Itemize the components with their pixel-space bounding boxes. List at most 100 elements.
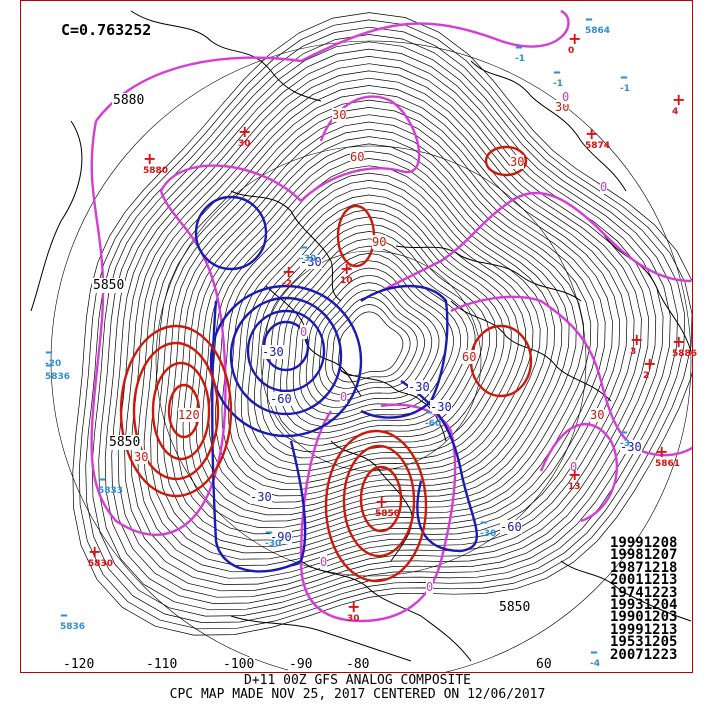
- anomaly-contour-label: -30: [250, 490, 272, 504]
- height-contour-line: [202, 158, 555, 509]
- station-sign: –: [60, 605, 68, 624]
- neg-anomaly-canada-3: [246, 309, 326, 393]
- station-marker: +5830: [88, 544, 113, 570]
- station-marker: – -30: [480, 514, 496, 540]
- station-sign: –: [45, 342, 53, 361]
- anomaly-contour-label: 0: [320, 555, 328, 569]
- anomaly-contour-label: -90: [270, 530, 292, 544]
- station-value: -30: [300, 254, 317, 264]
- height-contour-label: 5880: [112, 93, 146, 108]
- pos-anomaly-pacific-3: [151, 361, 211, 461]
- station-sign: –: [515, 37, 523, 56]
- station-value: 4: [672, 107, 679, 117]
- anomaly-contour-label: 30: [510, 155, 525, 169]
- station-sign: –: [300, 237, 308, 256]
- anomaly-contour-label: 120: [178, 408, 200, 422]
- station-value: 30: [238, 139, 251, 149]
- zero-line-atlantic: [539, 423, 619, 523]
- height-contour-line: [208, 165, 548, 503]
- longitude-label: 60: [535, 657, 553, 672]
- station-value: -20: [45, 359, 62, 369]
- height-contour-line: [215, 172, 541, 497]
- anomaly-contour-label: -30: [430, 400, 452, 414]
- map-footer: D+11 00Z GFS ANALOG COMPOSITE CPC MAP MA…: [0, 674, 715, 702]
- station-marker: +30: [238, 122, 252, 150]
- station-sign: –: [265, 522, 273, 541]
- station-value: 2: [643, 371, 650, 381]
- zero-line-outer: [95, 9, 570, 122]
- station-value: 10: [340, 276, 353, 286]
- station-sign: +: [238, 122, 252, 141]
- anomaly-contour-label: 60: [462, 350, 477, 364]
- station-marker: +3: [630, 332, 643, 358]
- station-sign: +: [672, 332, 686, 351]
- station-sign: +: [672, 90, 686, 109]
- height-contour-line: [111, 56, 657, 598]
- anomaly-contour-label: -30: [300, 255, 322, 269]
- footer-title: D+11 00Z GFS ANALOG COMPOSITE: [244, 673, 471, 688]
- station-marker: +2: [643, 356, 656, 382]
- station-marker: –5836: [60, 605, 86, 633]
- anomaly-contour-label: -30: [262, 345, 284, 359]
- height-contour-line: [325, 296, 418, 389]
- anomaly-contour-label: -30: [408, 380, 430, 394]
- station-value: 30: [347, 614, 360, 624]
- analog-date-list: 19991208 19981207 19871218 20011213 19741223…: [610, 536, 678, 663]
- station-marker: +13: [568, 467, 581, 493]
- analog-date: 20071223: [610, 646, 678, 663]
- pos-anomaly-us-2: [342, 444, 416, 558]
- analog-date: 19991213: [610, 621, 678, 638]
- station-marker: +10: [340, 261, 353, 287]
- anomaly-contour-label: 30: [134, 450, 149, 464]
- analog-date: 19931204: [610, 597, 678, 614]
- station-value: 5833: [98, 486, 124, 496]
- station-marker: +30: [347, 599, 360, 625]
- station-value: 3: [630, 347, 637, 357]
- station-value: -4: [590, 659, 600, 669]
- station-marker: + -2: [282, 264, 295, 290]
- station-value: -1: [553, 79, 563, 89]
- station-value: 13: [568, 482, 581, 492]
- station-value: -60: [425, 419, 442, 429]
- longitude-label: -90: [288, 657, 314, 672]
- longitude-label: -100: [222, 657, 256, 672]
- station-value: 5886: [672, 349, 698, 359]
- station-value: 5850: [375, 509, 401, 519]
- neg-anomaly-arctic: [360, 284, 449, 419]
- pos-anomaly-pacific-2: [132, 341, 220, 481]
- station-sign: +: [655, 442, 669, 461]
- pos-anomaly-pacific-1: [119, 324, 233, 498]
- anomaly-contour-label: 0: [300, 325, 308, 339]
- height-contour-line: [150, 99, 613, 560]
- height-contour-line: [299, 267, 447, 414]
- zero-line-europe: [450, 295, 692, 457]
- correlation-label: C=0.763252: [61, 21, 152, 39]
- station-marker: – -1: [553, 64, 563, 90]
- footer-subtitle: CPC MAP MADE NOV 25, 2017 CENTERED ON 12…: [169, 687, 546, 702]
- station-value: 0: [568, 46, 575, 56]
- station-value: 5836: [45, 372, 71, 382]
- anomaly-contour-label: 30: [590, 408, 605, 422]
- station-value: -1: [620, 84, 630, 94]
- anomaly-contour-label: 0: [562, 90, 570, 104]
- station-value: -1: [515, 54, 525, 64]
- anomaly-contour-label: 30: [332, 108, 347, 122]
- station-marker: – -20: [45, 342, 62, 370]
- height-contour-line: [260, 223, 490, 452]
- station-sign: –: [45, 355, 53, 374]
- station-marker: –5833: [98, 471, 124, 497]
- neg-anomaly-canada-1: [209, 284, 363, 438]
- height-contour-line: [292, 260, 454, 421]
- station-marker: – -30: [265, 522, 281, 550]
- anomaly-contour-label: -30: [620, 440, 642, 454]
- height-contour-line: [91, 34, 678, 617]
- station-value: -2: [282, 279, 292, 289]
- station-sign: –: [620, 422, 628, 441]
- pos-anomaly-us-1: [324, 429, 428, 583]
- station-marker: – -1: [620, 69, 630, 95]
- station-value: 5836: [60, 622, 86, 632]
- station-sign: +: [585, 124, 599, 143]
- longitude-label: -110: [145, 657, 179, 672]
- height-contour-line: [234, 194, 519, 478]
- station-marker: +0: [568, 31, 581, 57]
